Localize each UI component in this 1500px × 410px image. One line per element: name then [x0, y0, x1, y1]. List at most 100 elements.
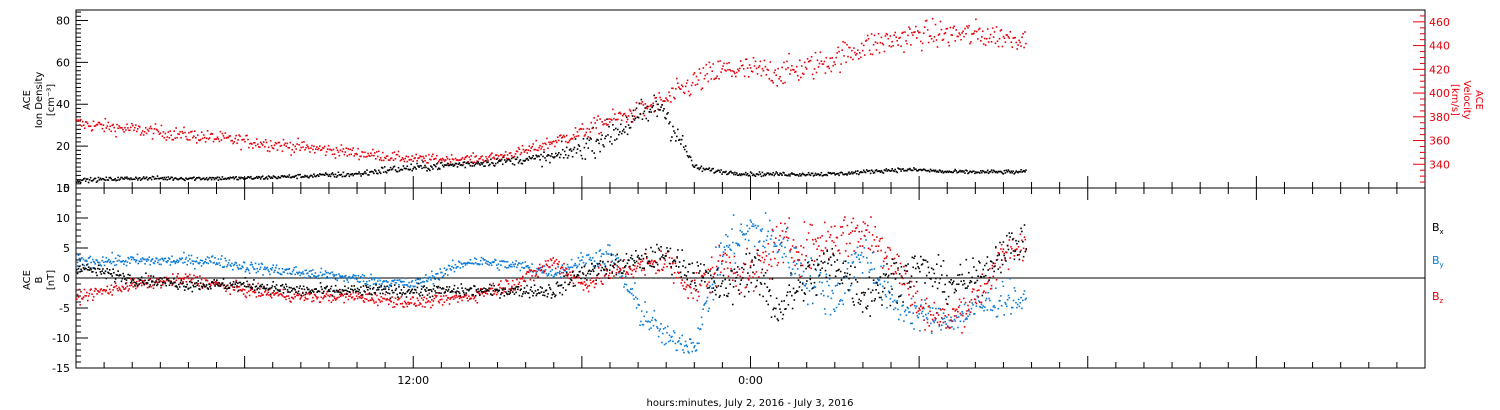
data-point-by [319, 271, 322, 274]
data-point-velocity [529, 150, 532, 152]
data-point-velocity [591, 127, 593, 130]
data-point-ion-density [143, 177, 146, 180]
data-point-ion-density [704, 168, 707, 171]
data-point-ion-density [202, 177, 205, 179]
data-point-velocity [747, 76, 750, 78]
data-point-bz [586, 285, 589, 288]
data-point-bz [452, 296, 454, 298]
data-point-by [340, 275, 343, 278]
data-point-bz [113, 286, 115, 289]
data-point-by [97, 261, 99, 263]
data-point-bz [386, 298, 388, 300]
data-point-ion-density [735, 173, 737, 176]
data-point-by [772, 230, 774, 233]
data-point-bz [473, 297, 475, 300]
data-point-velocity [950, 34, 953, 36]
data-point-by [275, 266, 277, 269]
data-point-by [745, 232, 747, 235]
data-point-bz [688, 284, 690, 287]
data-point-velocity [965, 33, 967, 35]
data-point-bz [755, 271, 758, 273]
data-point-bz [758, 254, 761, 257]
data-point-bz [973, 288, 975, 291]
data-point-by [201, 259, 204, 262]
data-point-ion-density [311, 174, 313, 177]
data-point-ion-density [689, 156, 692, 159]
data-point-velocity [918, 31, 920, 34]
data-point-by [995, 316, 998, 318]
data-point-bx [86, 264, 88, 266]
data-point-by [338, 273, 340, 275]
data-point-bx [425, 287, 428, 289]
data-point-velocity [532, 143, 534, 145]
data-point-by [782, 238, 785, 240]
data-point-velocity [541, 146, 543, 148]
data-point-by [968, 310, 970, 312]
data-point-ion-density [1007, 169, 1010, 171]
data-point-by [560, 276, 562, 278]
data-point-velocity [427, 162, 429, 164]
data-point-by [522, 261, 524, 264]
data-point-by [199, 259, 202, 261]
data-point-ion-density [161, 176, 164, 179]
data-point-bx [234, 283, 237, 286]
data-point-bz [797, 251, 800, 253]
data-point-bz [583, 281, 586, 283]
data-point-ion-density [462, 161, 465, 164]
data-point-bx [446, 286, 448, 288]
data-point-velocity [169, 130, 171, 132]
data-point-by [419, 278, 421, 281]
data-point-bz [984, 291, 987, 294]
data-point-ion-density [827, 171, 830, 174]
data-point-bz [347, 298, 350, 301]
data-point-by [577, 257, 580, 259]
data-point-by [728, 244, 731, 246]
data-point-ion-density [633, 119, 636, 121]
data-point-velocity [259, 146, 261, 148]
data-point-bz [484, 291, 486, 293]
data-point-ion-density [567, 154, 570, 157]
data-point-by [973, 313, 976, 315]
data-point-velocity [866, 34, 869, 37]
data-point-velocity [442, 159, 445, 161]
data-point-ion-density [156, 175, 159, 177]
data-point-velocity [510, 154, 513, 157]
data-point-by [262, 274, 264, 276]
data-point-bz [262, 294, 264, 296]
data-point-bz [178, 277, 180, 280]
data-point-velocity [321, 147, 324, 149]
data-point-ion-density [216, 176, 219, 178]
data-point-velocity [304, 149, 306, 151]
data-point-velocity [923, 26, 926, 28]
data-point-by [933, 321, 936, 324]
data-point-ion-density [325, 173, 328, 176]
data-point-bx [274, 285, 276, 288]
data-point-bx [410, 289, 413, 292]
data-point-bx [529, 289, 532, 291]
data-point-bz [165, 276, 167, 279]
data-point-bx [213, 279, 215, 281]
data-point-bx [468, 288, 471, 291]
data-point-by [932, 320, 935, 322]
data-point-by [947, 326, 950, 328]
data-point-velocity [500, 154, 502, 156]
data-point-velocity [384, 157, 387, 160]
data-point-velocity [539, 144, 541, 147]
data-point-ion-density [230, 177, 232, 179]
data-point-bz [250, 285, 253, 288]
data-point-velocity [259, 141, 262, 144]
data-point-bx [435, 292, 437, 294]
data-point-by [511, 261, 514, 264]
data-point-velocity [430, 158, 432, 161]
data-point-bx [151, 281, 153, 283]
data-point-ion-density [443, 164, 446, 166]
data-point-bz [638, 258, 640, 261]
data-point-bz [504, 287, 506, 289]
data-point-bz [771, 229, 774, 231]
data-point-velocity [201, 137, 204, 140]
data-point-bz [204, 277, 206, 280]
data-point-by [351, 275, 354, 278]
data-point-bx [164, 282, 167, 285]
data-point-ion-density [721, 173, 723, 175]
data-point-bx [163, 276, 166, 279]
